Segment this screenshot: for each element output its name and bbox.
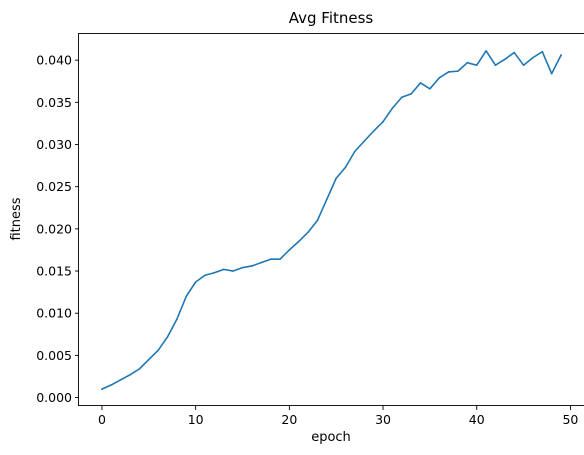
data-point [279, 258, 281, 261]
x-tick-label: 0 [98, 412, 106, 427]
data-point [438, 77, 441, 79]
data-point [241, 266, 244, 269]
y-tick-label: 0.035 [36, 95, 72, 110]
plot-area [101, 50, 562, 390]
data-point [485, 50, 487, 52]
y-tick-label: 0.020 [36, 221, 72, 236]
data-point [326, 198, 328, 201]
x-axis-label: epoch [311, 430, 351, 445]
data-point [213, 271, 216, 274]
y-tick-label: 0.025 [36, 179, 72, 194]
data-point [222, 268, 225, 271]
data-point [101, 388, 103, 390]
data-point [260, 261, 263, 264]
data-point [372, 130, 375, 132]
data-point [541, 50, 544, 53]
data-point [129, 373, 131, 376]
data-point [457, 70, 459, 72]
series-line-0 [101, 50, 562, 390]
y-tick-label: 0.010 [36, 306, 72, 321]
data-point [176, 318, 178, 320]
data-point [447, 71, 450, 73]
data-point [532, 56, 534, 59]
x-tick-label: 10 [188, 412, 204, 427]
x-tick-label: 20 [281, 412, 297, 427]
data-point [504, 58, 506, 61]
data-point [410, 93, 412, 95]
data-point [354, 150, 356, 153]
data-point [194, 281, 197, 283]
data-point [269, 258, 272, 261]
x-tick-label: 40 [469, 412, 485, 427]
data-point [185, 295, 188, 298]
data-point [400, 96, 403, 99]
data-point [550, 72, 553, 75]
data-point [316, 219, 319, 222]
x-tick-label: 30 [375, 412, 391, 427]
data-point [232, 270, 234, 272]
data-point [494, 64, 497, 67]
y-tick-label: 0.015 [36, 264, 72, 279]
y-axis-ticks: 0.000 0.005 0.010 0.015 0.020 0.025 0.030 0.035… [36, 53, 79, 405]
data-point [251, 265, 253, 267]
plot-frame [78, 33, 584, 406]
y-tick-label: 0.040 [36, 53, 72, 68]
data-point [138, 368, 141, 370]
x-tick-label: 50 [562, 412, 578, 427]
data-point [288, 249, 291, 251]
data-point [166, 336, 169, 338]
data-point [429, 88, 431, 90]
data-point [297, 240, 300, 243]
data-point [391, 107, 394, 110]
data-point [157, 349, 159, 352]
data-point [307, 231, 309, 234]
data-point [419, 82, 422, 84]
data-point [363, 140, 366, 142]
data-point [344, 166, 347, 169]
data-point [475, 64, 478, 67]
data-point [466, 61, 469, 64]
y-tick-label: 0.005 [36, 348, 72, 363]
y-tick-label: 0.030 [36, 137, 72, 152]
data-point [148, 358, 150, 361]
data-point [522, 64, 525, 67]
data-point [204, 274, 206, 277]
data-point [119, 379, 122, 381]
chart-title: Avg Fitness [289, 9, 374, 27]
data-point [382, 120, 384, 123]
x-axis-ticks: 0 10 20 30 40 50 [98, 406, 578, 427]
data-point [110, 384, 113, 386]
data-point [335, 177, 337, 180]
y-tick-label: 0.000 [36, 390, 72, 405]
data-point [560, 54, 562, 56]
data-point [513, 51, 515, 54]
y-axis-label: fitness [9, 197, 24, 240]
